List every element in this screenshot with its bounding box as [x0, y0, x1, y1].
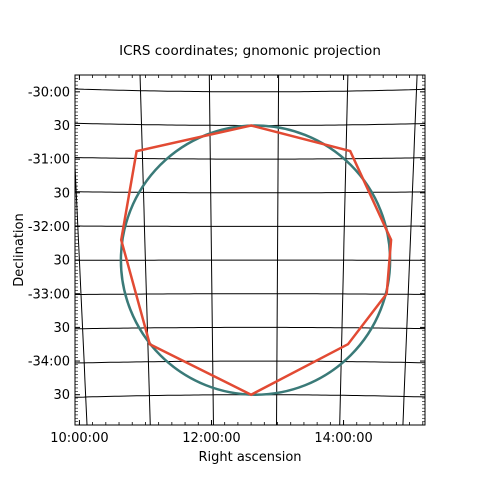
ra-grid-line: [339, 75, 349, 425]
y-tick-label: -30:00: [28, 85, 70, 100]
dec-grid-line: [75, 225, 425, 227]
x-tick-label: 14:00:00: [314, 431, 372, 446]
ra-grid-line: [276, 75, 280, 425]
dec-grid-line: [75, 326, 425, 330]
y-tick-label: -31:00: [28, 153, 70, 168]
grid-lines: [75, 18, 490, 467]
dec-grid-line: [75, 156, 425, 160]
y-tick-label: 30: [53, 119, 70, 134]
dec-grid-line: [75, 191, 425, 194]
y-tick-label: 30: [53, 321, 70, 336]
y-tick-label: -34:00: [28, 355, 70, 370]
dec-grid-line: [75, 360, 425, 364]
ra-grid-line: [464, 18, 490, 467]
chart-title: ICRS coordinates; gnomonic projection: [119, 43, 381, 59]
x-tick-label: 10:00:00: [50, 431, 108, 446]
shapes: [119, 124, 393, 397]
coordinate-grid: [75, 18, 490, 467]
octagon-region: [119, 124, 393, 397]
dec-grid-line: [75, 88, 425, 93]
y-tick-label: 30: [53, 186, 70, 201]
dec-grid-line: [75, 293, 425, 296]
y-tick-label: 30: [53, 254, 70, 269]
plot-frame: [74, 74, 426, 426]
ra-grid-line: [75, 155, 88, 425]
x-tick-label: 12:00:00: [182, 431, 240, 446]
y-axis-label: Declination: [12, 213, 27, 287]
x-axis-label: Right ascension: [198, 450, 301, 465]
y-tick-label: 30: [53, 388, 70, 403]
ra-grid-line: [139, 75, 151, 425]
ra-grid-line: [208, 75, 214, 425]
ticks: 10:00:00 12:00:00 14:00:00 -30:00 30 -31:00 30…: [28, 74, 425, 446]
y-tick-label: -32:00: [28, 220, 70, 235]
y-tick-label: -33:00: [28, 287, 70, 302]
ra-grid-line: [402, 75, 418, 425]
